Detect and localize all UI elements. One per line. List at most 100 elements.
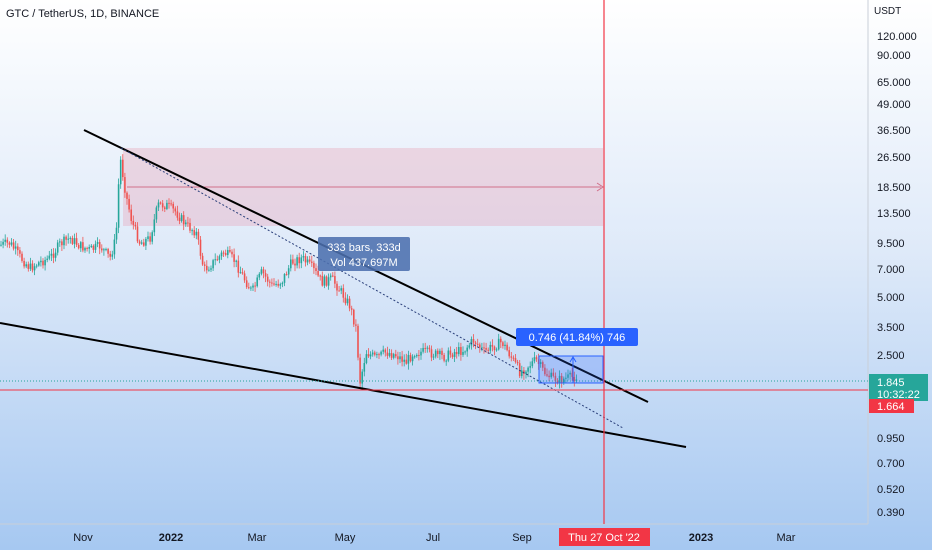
lower-trendline[interactable] bbox=[0, 322, 687, 448]
price-axis[interactable]: 120.000 90.000 65.000 49.000 36.500 26.500 18.… bbox=[877, 31, 917, 519]
time-axis[interactable]: Nov 2022 Mar May Jul Sep 2023 Mar bbox=[73, 532, 796, 544]
candle-body bbox=[445, 360, 447, 362]
candle-body bbox=[483, 347, 485, 349]
candle-body bbox=[143, 242, 145, 246]
candle-body bbox=[542, 362, 544, 368]
candle-body bbox=[290, 259, 292, 269]
candle-body bbox=[371, 352, 374, 355]
candle-body bbox=[369, 354, 372, 357]
price-tick-label: 0.700 bbox=[877, 458, 905, 470]
symbol-title[interactable]: GTC / TetherUS, 1D, BINANCE bbox=[6, 8, 160, 20]
candle-body bbox=[275, 283, 277, 285]
candle-body bbox=[199, 239, 202, 256]
candle-body bbox=[80, 242, 82, 249]
candle-body bbox=[237, 260, 240, 273]
candle-body bbox=[10, 242, 13, 245]
candle-body bbox=[157, 202, 160, 208]
candle-body bbox=[332, 275, 334, 277]
candle-body bbox=[437, 350, 439, 355]
candle-body bbox=[195, 231, 198, 236]
candle-body bbox=[353, 309, 355, 325]
candle-body bbox=[107, 249, 109, 254]
candle-body bbox=[338, 290, 340, 292]
price-tick-label: 49.000 bbox=[877, 99, 911, 111]
candle-body bbox=[470, 339, 473, 346]
candle-body bbox=[529, 366, 531, 368]
candle-body bbox=[67, 238, 69, 240]
candle-body bbox=[573, 376, 576, 382]
candle-body bbox=[487, 349, 489, 351]
candle-body bbox=[382, 349, 384, 352]
candle-body bbox=[546, 374, 548, 376]
candle-body bbox=[327, 277, 330, 286]
candle-body bbox=[248, 287, 250, 289]
candle-body bbox=[138, 241, 141, 244]
time-tick-label: Jul bbox=[426, 532, 440, 544]
candle-body bbox=[565, 377, 567, 379]
candle-body bbox=[363, 363, 366, 372]
candle-body bbox=[361, 371, 363, 384]
candle-body bbox=[458, 347, 460, 355]
candle-body bbox=[308, 259, 311, 262]
candle-body bbox=[130, 209, 132, 221]
time-tick-label: 2023 bbox=[689, 532, 713, 544]
candle-body bbox=[101, 248, 103, 251]
candle-body bbox=[124, 177, 126, 193]
candle-body bbox=[224, 253, 227, 255]
candle-body bbox=[12, 242, 15, 249]
candle-body bbox=[258, 273, 261, 278]
candle-body bbox=[376, 354, 378, 356]
candle-body bbox=[52, 253, 55, 258]
candle-body bbox=[31, 263, 34, 271]
candle-body bbox=[439, 350, 441, 355]
candle-body bbox=[63, 236, 65, 246]
candle-body bbox=[136, 226, 139, 242]
candle-body bbox=[155, 207, 158, 220]
candles-group bbox=[0, 154, 578, 389]
price-tick-label: 0.390 bbox=[877, 507, 905, 519]
candle-body bbox=[50, 253, 53, 256]
candle-body bbox=[65, 236, 67, 240]
candle-body bbox=[380, 351, 382, 355]
candle-body bbox=[216, 259, 219, 261]
candle-body bbox=[460, 347, 462, 355]
candle-body bbox=[231, 251, 233, 255]
candle-body bbox=[59, 241, 61, 243]
candle-body bbox=[495, 349, 498, 351]
candle-body bbox=[512, 357, 515, 359]
candle-body bbox=[250, 287, 252, 289]
candle-body bbox=[516, 361, 519, 364]
candle-body bbox=[281, 282, 284, 285]
candle-body bbox=[29, 263, 32, 269]
candle-body bbox=[300, 257, 303, 264]
candle-body bbox=[548, 375, 550, 378]
candle-body bbox=[397, 356, 399, 360]
price-tick-label: 18.500 bbox=[877, 182, 911, 194]
candle-body bbox=[126, 192, 128, 199]
candle-body bbox=[321, 275, 324, 286]
candle-body bbox=[235, 260, 237, 262]
candle-body bbox=[233, 254, 235, 262]
candle-body bbox=[441, 350, 443, 355]
candle-body bbox=[319, 275, 321, 277]
candle-body bbox=[405, 359, 408, 364]
candle-body bbox=[365, 354, 368, 364]
candle-body bbox=[533, 357, 536, 362]
candle-body bbox=[35, 265, 38, 267]
candle-body bbox=[294, 263, 296, 266]
candle-body bbox=[71, 237, 74, 244]
candle-body bbox=[174, 208, 177, 212]
candle-body bbox=[252, 285, 254, 288]
candle-body bbox=[411, 356, 414, 362]
candle-body bbox=[378, 354, 380, 356]
candle-body bbox=[33, 266, 36, 271]
candle-body bbox=[401, 356, 403, 362]
candle-body bbox=[560, 375, 563, 383]
candle-body bbox=[329, 275, 332, 278]
candle-body bbox=[474, 342, 477, 344]
candle-body bbox=[521, 370, 523, 377]
candle-body bbox=[464, 351, 466, 353]
candle-body bbox=[497, 338, 500, 350]
